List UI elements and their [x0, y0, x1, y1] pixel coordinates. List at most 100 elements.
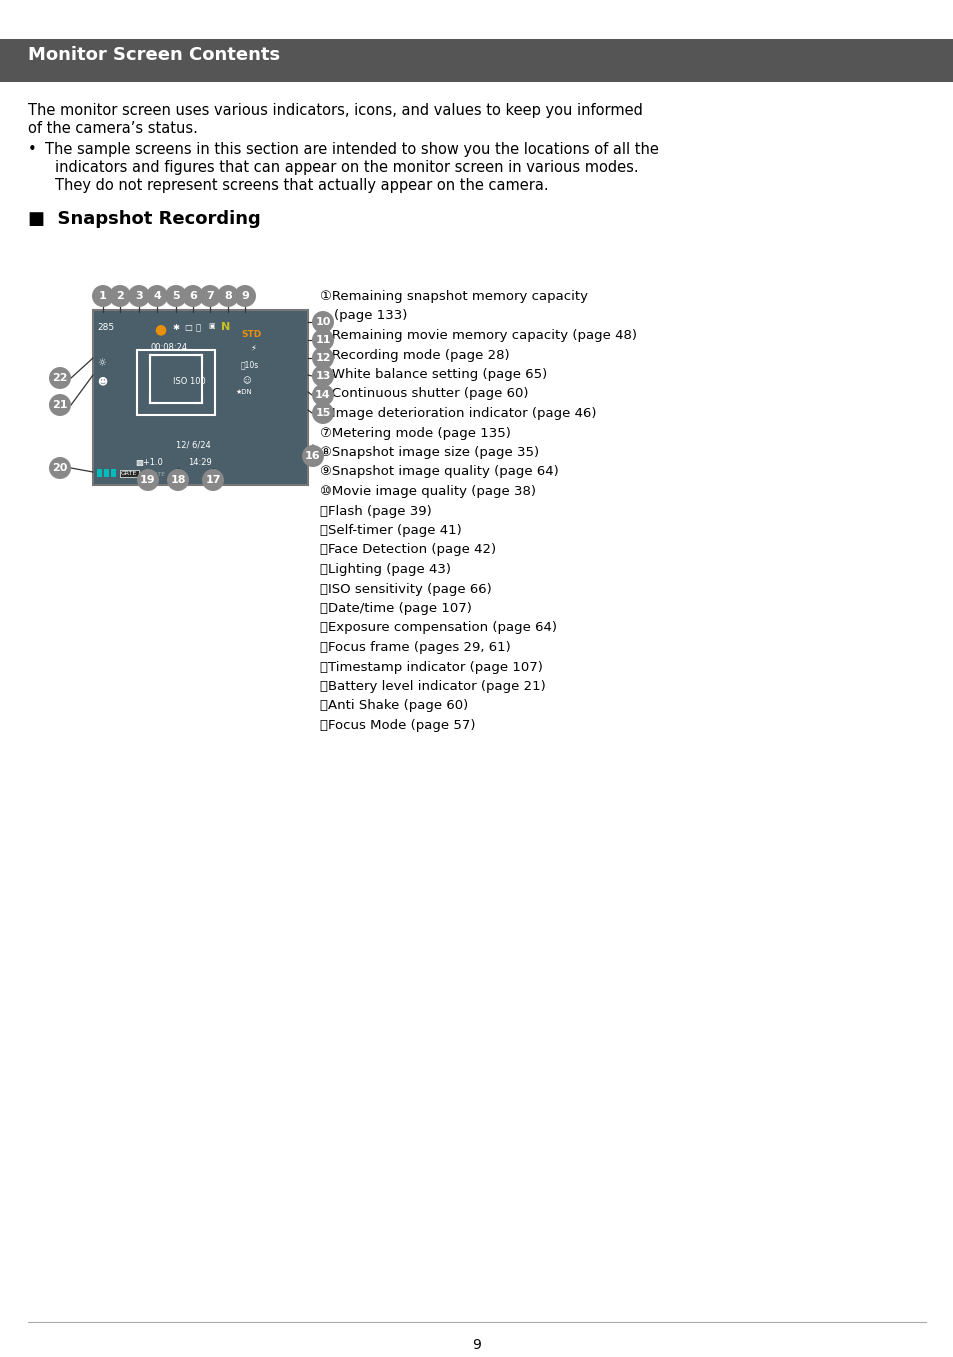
Text: 5: 5	[172, 290, 179, 301]
Text: ✱: ✱	[172, 323, 179, 332]
Circle shape	[137, 470, 159, 491]
Text: ③Recording mode (page 28): ③Recording mode (page 28)	[319, 349, 509, 361]
Text: ⑲Timestamp indicator (page 107): ⑲Timestamp indicator (page 107)	[319, 661, 542, 673]
Text: Monitor Screen Contents: Monitor Screen Contents	[28, 46, 280, 64]
Bar	[111, 470, 116, 478]
Text: ⌛10s: ⌛10s	[241, 360, 259, 369]
Circle shape	[312, 328, 334, 351]
Bar	[0, 39, 953, 81]
Circle shape	[91, 285, 113, 307]
Text: ⑩Movie image quality (page 38): ⑩Movie image quality (page 38)	[319, 484, 536, 498]
Text: ☺: ☺	[242, 376, 251, 385]
Text: 18: 18	[170, 475, 186, 484]
Text: ⑵Focus Mode (page 57): ⑵Focus Mode (page 57)	[319, 719, 475, 731]
Text: 285: 285	[97, 323, 114, 332]
Text: ⑪Flash (page 39): ⑪Flash (page 39)	[319, 505, 432, 517]
Text: ⑴Anti Shake (page 60): ⑴Anti Shake (page 60)	[319, 699, 468, 712]
Text: 21: 21	[52, 400, 68, 410]
Circle shape	[216, 285, 239, 307]
Text: ⑰Exposure compensation (page 64): ⑰Exposure compensation (page 64)	[319, 622, 557, 635]
Text: ⑱Focus frame (pages 29, 61): ⑱Focus frame (pages 29, 61)	[319, 641, 510, 654]
Text: 14:29: 14:29	[188, 459, 212, 467]
Text: STD: STD	[241, 330, 261, 339]
Text: 1: 1	[99, 290, 107, 301]
Circle shape	[312, 402, 334, 423]
Text: 11: 11	[314, 335, 331, 345]
Text: 9: 9	[472, 1338, 481, 1352]
Text: ▣: ▣	[208, 323, 214, 328]
Text: ⑨Snapshot image quality (page 64): ⑨Snapshot image quality (page 64)	[319, 465, 558, 479]
Circle shape	[312, 347, 334, 369]
Circle shape	[167, 470, 189, 491]
Text: 3: 3	[135, 290, 143, 301]
Circle shape	[128, 285, 150, 307]
Text: The monitor screen uses various indicators, icons, and values to keep you inform: The monitor screen uses various indicato…	[28, 103, 642, 118]
Text: The sample screens in this section are intended to show you the locations of all: The sample screens in this section are i…	[45, 142, 659, 157]
Circle shape	[233, 285, 255, 307]
Circle shape	[182, 285, 204, 307]
Text: ⑳Battery level indicator (page 21): ⑳Battery level indicator (page 21)	[319, 680, 545, 693]
Bar	[92, 309, 308, 484]
Text: ISO 100: ISO 100	[172, 377, 206, 385]
Text: ⑤Continuous shutter (page 60): ⑤Continuous shutter (page 60)	[319, 388, 528, 400]
Text: ▩+1.0: ▩+1.0	[135, 459, 163, 467]
Circle shape	[165, 285, 187, 307]
Text: ⑥Image deterioration indicator (page 46): ⑥Image deterioration indicator (page 46)	[319, 407, 596, 421]
Text: 16: 16	[305, 451, 320, 461]
Text: 14: 14	[314, 389, 331, 400]
Bar	[150, 356, 202, 403]
Text: ■  Snapshot Recording: ■ Snapshot Recording	[28, 210, 260, 228]
Text: N: N	[221, 322, 230, 332]
Text: ⑬Face Detection (page 42): ⑬Face Detection (page 42)	[319, 544, 496, 556]
Text: ☼: ☼	[97, 358, 106, 368]
Circle shape	[312, 384, 334, 406]
Text: 13: 13	[315, 370, 331, 381]
Text: ⑭Lighting (page 43): ⑭Lighting (page 43)	[319, 563, 451, 575]
Circle shape	[312, 311, 334, 332]
Circle shape	[49, 394, 71, 417]
Circle shape	[199, 285, 221, 307]
Text: 17: 17	[205, 475, 220, 484]
Text: They do not represent screens that actually appear on the camera.: They do not represent screens that actua…	[55, 178, 548, 193]
Text: ①Remaining snapshot memory capacity: ①Remaining snapshot memory capacity	[319, 290, 587, 303]
Text: indicators and figures that can appear on the monitor screen in various modes.: indicators and figures that can appear o…	[55, 160, 638, 175]
Text: 15: 15	[315, 408, 331, 418]
Circle shape	[302, 445, 324, 467]
Text: 20: 20	[52, 463, 68, 474]
Circle shape	[109, 285, 131, 307]
Text: 4: 4	[152, 290, 161, 301]
Bar	[97, 470, 102, 478]
Text: ⑦Metering mode (page 135): ⑦Metering mode (page 135)	[319, 426, 511, 440]
Text: 6: 6	[189, 290, 196, 301]
Text: ⚡: ⚡	[250, 343, 255, 351]
Text: 8: 8	[224, 290, 232, 301]
Bar	[137, 350, 214, 415]
Text: ⑯Date/time (page 107): ⑯Date/time (page 107)	[319, 603, 472, 615]
Text: 12: 12	[314, 353, 331, 364]
Text: ★DN: ★DN	[235, 389, 253, 395]
Text: ⑧Snapshot image size (page 35): ⑧Snapshot image size (page 35)	[319, 446, 538, 459]
Circle shape	[49, 366, 71, 389]
Text: ●: ●	[153, 322, 166, 337]
Text: ⑫Self-timer (page 41): ⑫Self-timer (page 41)	[319, 524, 461, 537]
Text: □: □	[184, 323, 192, 332]
Text: ②Remaining movie memory capacity (page 48): ②Remaining movie memory capacity (page 4…	[319, 328, 637, 342]
Text: 19: 19	[140, 475, 155, 484]
Text: 9: 9	[241, 290, 249, 301]
Text: 22: 22	[52, 373, 68, 383]
Text: ☻: ☻	[97, 376, 107, 385]
Text: • DATE: • DATE	[143, 472, 165, 478]
Text: GRTE: GRTE	[121, 471, 137, 476]
Circle shape	[202, 470, 224, 491]
Text: 2: 2	[116, 290, 124, 301]
Text: ④White balance setting (page 65): ④White balance setting (page 65)	[319, 368, 547, 381]
Text: of the camera’s status.: of the camera’s status.	[28, 121, 197, 136]
Circle shape	[49, 457, 71, 479]
Bar	[104, 470, 109, 478]
Text: 12/ 6/24: 12/ 6/24	[175, 440, 211, 449]
Text: 10: 10	[315, 318, 331, 327]
Text: 00:08:24: 00:08:24	[151, 343, 188, 351]
Circle shape	[312, 365, 334, 387]
Text: (page 133): (page 133)	[334, 309, 407, 323]
Text: 7: 7	[206, 290, 213, 301]
